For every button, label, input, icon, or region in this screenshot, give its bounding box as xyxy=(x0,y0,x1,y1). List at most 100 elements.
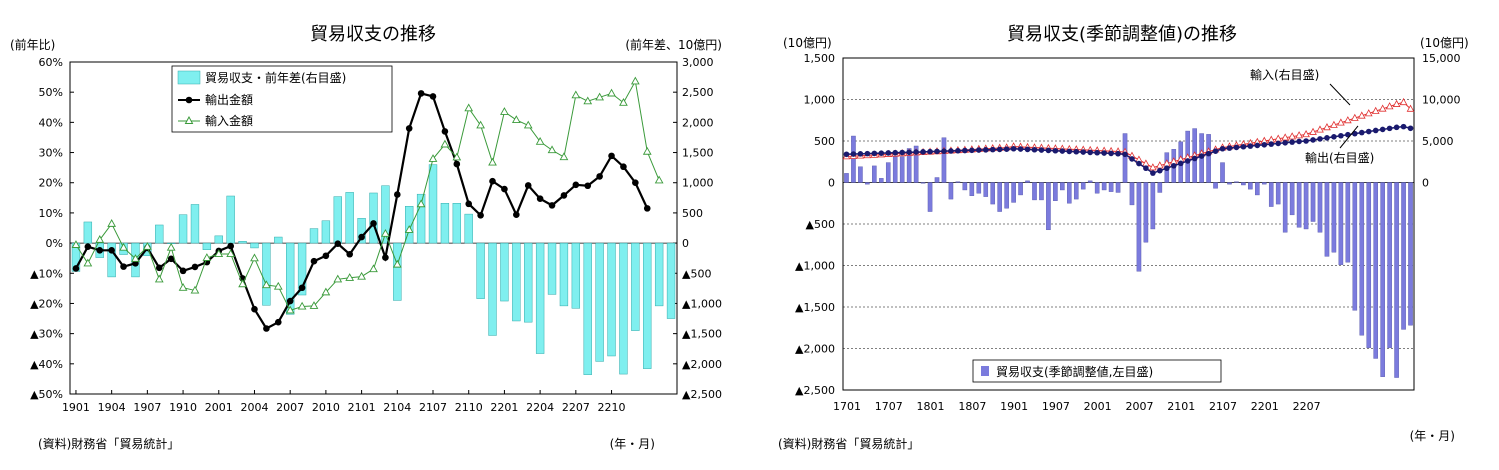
left-import-point xyxy=(285,305,295,314)
right-bar xyxy=(920,182,926,184)
left-import-point xyxy=(595,92,605,101)
left-import-point xyxy=(142,241,152,250)
left-export-point xyxy=(263,325,270,332)
left-bar xyxy=(297,242,307,296)
left-import-point xyxy=(547,145,557,154)
left-y2-tick-label: 2,000 xyxy=(682,116,714,129)
right-bar xyxy=(1268,182,1274,207)
right-export-point xyxy=(920,149,926,155)
right-bar xyxy=(983,182,989,197)
right-export-point xyxy=(1150,170,1156,176)
left-export-point xyxy=(84,243,92,251)
right-bar xyxy=(1157,182,1163,193)
left-export-point xyxy=(286,297,294,305)
left-import-point xyxy=(357,271,366,280)
left-import-point xyxy=(214,249,224,258)
left-bar xyxy=(476,242,485,299)
left-y2-tick-label: 3,000 xyxy=(682,56,714,69)
right-export-point xyxy=(1143,165,1149,172)
right-import-point xyxy=(1309,127,1317,135)
right-y-tick-label: 0 xyxy=(828,177,835,190)
right-export-point xyxy=(1219,145,1226,152)
right-import-point xyxy=(1142,159,1150,167)
right-bar xyxy=(1143,182,1149,243)
right-export-point xyxy=(1324,135,1330,141)
left-bar xyxy=(262,242,271,306)
left-import-point xyxy=(500,107,509,115)
left-y-tick-label: 60% xyxy=(39,56,63,69)
left-import-point xyxy=(333,274,343,283)
right-export-point xyxy=(996,146,1003,153)
left-y2-tick-label: ▲500 xyxy=(682,267,711,280)
right-export-point xyxy=(1386,125,1393,132)
right-export-point xyxy=(975,147,982,153)
left-import-point xyxy=(440,139,450,148)
right-bar xyxy=(997,182,1002,212)
left-x-tick-label: 2204 xyxy=(526,401,554,414)
right-export-point xyxy=(1358,129,1365,136)
right-bar xyxy=(1248,182,1253,190)
left-y-tick-label: 0% xyxy=(46,237,63,250)
right-bar xyxy=(1331,182,1337,253)
right-export-point xyxy=(1254,142,1261,149)
left-export-point xyxy=(441,128,449,135)
right-export-point xyxy=(1170,162,1177,169)
left-bar xyxy=(107,242,116,278)
left-export-point xyxy=(524,182,532,189)
right-bar xyxy=(1380,182,1385,377)
right-export-point xyxy=(1268,141,1275,147)
left-bar xyxy=(654,242,664,307)
left-import-point xyxy=(250,253,259,262)
right-bar xyxy=(1046,182,1051,231)
right-y-tick-label: ▲2,500 xyxy=(795,384,835,397)
right-export-point xyxy=(1282,139,1288,146)
right-bar xyxy=(1289,182,1295,216)
right-bar xyxy=(844,173,849,183)
left-import-point xyxy=(178,283,188,291)
right-import-point xyxy=(1392,99,1401,107)
right-bar xyxy=(1366,182,1372,348)
left-import-point xyxy=(71,240,81,248)
right-export-point xyxy=(1017,146,1024,152)
right-export-point xyxy=(941,148,947,154)
left-bar xyxy=(345,192,354,244)
left-import-point xyxy=(238,279,247,288)
right-bar xyxy=(1108,182,1114,192)
right-x-tick-label: 1701 xyxy=(833,400,861,413)
right-bar xyxy=(1241,182,1246,186)
right-export-point xyxy=(1331,133,1337,140)
right-bar xyxy=(1324,182,1330,257)
right-bar xyxy=(1025,180,1030,183)
left-bar xyxy=(631,242,640,331)
right-bar xyxy=(1220,162,1225,183)
right-export-point xyxy=(1198,153,1205,159)
left-export-point xyxy=(96,247,104,254)
left-bar xyxy=(595,242,604,362)
left-y2-tick-label: ▲1,500 xyxy=(682,328,722,341)
right-y2-tick-label: 0 xyxy=(1422,177,1429,190)
left-import-point xyxy=(202,253,212,261)
left-y-tick-label: ▲10% xyxy=(30,267,63,280)
right-bar xyxy=(1338,182,1344,265)
right-export-point xyxy=(1157,167,1163,174)
left-bar xyxy=(488,242,497,336)
right-bar xyxy=(1317,182,1323,233)
left-bar xyxy=(202,242,212,250)
left-export-point xyxy=(453,160,461,168)
right-bar xyxy=(872,165,877,183)
right-export-point xyxy=(1226,145,1233,151)
left-y-tick-label: 40% xyxy=(39,116,63,129)
left-export-point xyxy=(334,240,342,247)
right-export-point xyxy=(1129,156,1135,162)
right-export-point xyxy=(885,150,892,156)
right-import-point xyxy=(1330,120,1338,128)
left-export-point xyxy=(584,182,592,190)
left-import-point xyxy=(226,249,236,258)
right-export-point xyxy=(1205,150,1212,157)
right-export-point xyxy=(899,149,905,156)
left-bar xyxy=(428,164,438,244)
right-bar xyxy=(1150,182,1156,230)
right-bar xyxy=(1255,182,1260,196)
left-export-point xyxy=(417,90,425,97)
left-bar xyxy=(286,242,295,315)
